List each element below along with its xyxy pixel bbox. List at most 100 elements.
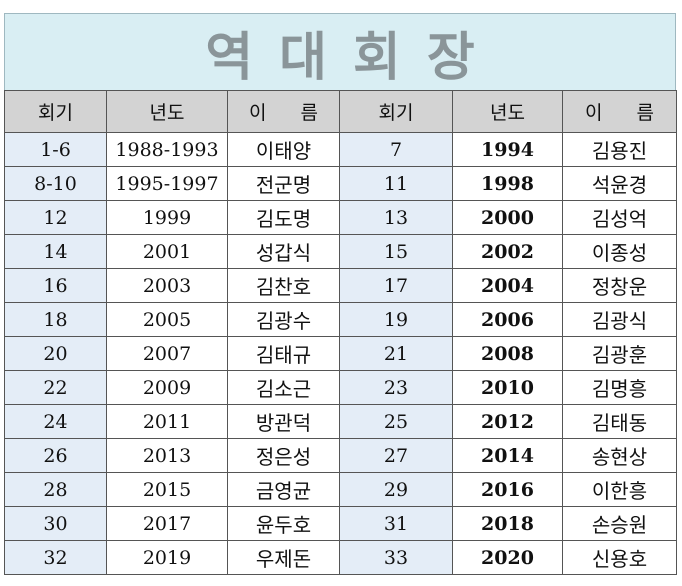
term-cell: 22: [4, 370, 107, 405]
presidents-sheet: 역대회장 회기 년도 이 름 회기 년도 이 름 1-6 1988-1993 이태양…: [4, 13, 677, 575]
name-cell: 김광식: [562, 302, 677, 337]
term-cell: 11: [339, 166, 453, 201]
header-year: 년도: [106, 90, 228, 133]
year-cell: 2009: [106, 370, 228, 405]
presidents-table: 회기 년도 이 름 회기 년도 이 름 1-6 1988-1993 이태양 7 1994…: [4, 90, 677, 575]
name-cell: 송현상: [562, 438, 677, 473]
year-cell: 2014: [452, 438, 563, 473]
header-name: 이 름: [562, 90, 677, 133]
name-cell: 김태동: [562, 404, 677, 439]
name-cell: 금영균: [227, 472, 340, 507]
table-row: 18 2005 김광수 19 2006 김광식: [4, 302, 677, 337]
term-cell: 26: [4, 438, 107, 473]
name-cell: 김성억: [562, 200, 677, 235]
name-cell: 김광수: [227, 302, 340, 337]
header-year: 년도: [452, 90, 563, 133]
term-cell: 28: [4, 472, 107, 507]
term-cell: 13: [339, 200, 453, 235]
name-cell: 이태양: [227, 132, 340, 167]
page-title: 역대회장: [205, 27, 501, 88]
name-cell: 우제돈: [227, 540, 340, 575]
year-cell: 2004: [452, 268, 563, 303]
year-cell: 2016: [452, 472, 563, 507]
name-cell: 김명흥: [562, 370, 677, 405]
table-row: 26 2013 정은성 27 2014 송현상: [4, 438, 677, 473]
year-cell: 2017: [106, 506, 228, 541]
name-cell: 이종성: [562, 234, 677, 269]
name-cell: 신용호: [562, 540, 677, 575]
term-cell: 23: [339, 370, 453, 405]
title-banner: 역대회장: [4, 13, 676, 90]
name-cell: 김광훈: [562, 336, 677, 371]
name-cell: 김용진: [562, 132, 677, 167]
table-row: 14 2001 성갑식 15 2002 이종성: [4, 234, 677, 269]
term-cell: 24: [4, 404, 107, 439]
header-row: 회기 년도 이 름 회기 년도 이 름: [4, 90, 677, 133]
name-cell: 김찬호: [227, 268, 340, 303]
term-cell: 7: [339, 132, 453, 167]
name-cell: 김도명: [227, 200, 340, 235]
year-cell: 2006: [452, 302, 563, 337]
term-cell: 31: [339, 506, 453, 541]
term-cell: 12: [4, 200, 107, 235]
table-row: 24 2011 방관덕 25 2012 김태동: [4, 404, 677, 439]
year-cell: 1999: [106, 200, 228, 235]
term-cell: 25: [339, 404, 453, 439]
name-cell: 이한흥: [562, 472, 677, 507]
header-term: 회기: [4, 90, 107, 133]
name-cell: 석윤경: [562, 166, 677, 201]
year-cell: 2001: [106, 234, 228, 269]
header-term: 회기: [339, 90, 453, 133]
table-row: 16 2003 김찬호 17 2004 정창운: [4, 268, 677, 303]
year-cell: 2008: [452, 336, 563, 371]
name-cell: 손승원: [562, 506, 677, 541]
term-cell: 18: [4, 302, 107, 337]
year-cell: 2002: [452, 234, 563, 269]
year-cell: 1998: [452, 166, 563, 201]
term-cell: 19: [339, 302, 453, 337]
table-row: 32 2019 우제돈 33 2020 신용호: [4, 540, 677, 575]
table-row: 22 2009 김소근 23 2010 김명흥: [4, 370, 677, 405]
year-cell: 2007: [106, 336, 228, 371]
term-cell: 30: [4, 506, 107, 541]
term-cell: 16: [4, 268, 107, 303]
term-cell: 8-10: [4, 166, 107, 201]
table-row: 12 1999 김도명 13 2000 김성억: [4, 200, 677, 235]
term-cell: 29: [339, 472, 453, 507]
year-cell: 2000: [452, 200, 563, 235]
term-cell: 15: [339, 234, 453, 269]
year-cell: 2019: [106, 540, 228, 575]
name-cell: 정창운: [562, 268, 677, 303]
term-cell: 21: [339, 336, 453, 371]
term-cell: 32: [4, 540, 107, 575]
term-cell: 1-6: [4, 132, 107, 167]
name-cell: 정은성: [227, 438, 340, 473]
year-cell: 1994: [452, 132, 563, 167]
name-cell: 김태규: [227, 336, 340, 371]
year-cell: 2010: [452, 370, 563, 405]
year-cell: 2003: [106, 268, 228, 303]
table-row: 30 2017 윤두호 31 2018 손승원: [4, 506, 677, 541]
year-cell: 2012: [452, 404, 563, 439]
header-name: 이 름: [227, 90, 340, 133]
table-row: 20 2007 김태규 21 2008 김광훈: [4, 336, 677, 371]
year-cell: 2020: [452, 540, 563, 575]
term-cell: 33: [339, 540, 453, 575]
term-cell: 14: [4, 234, 107, 269]
name-cell: 성갑식: [227, 234, 340, 269]
year-cell: 1988-1993: [106, 132, 228, 167]
table-row: 1-6 1988-1993 이태양 7 1994 김용진: [4, 132, 677, 167]
year-cell: 2011: [106, 404, 228, 439]
term-cell: 27: [339, 438, 453, 473]
name-cell: 윤두호: [227, 506, 340, 541]
year-cell: 2018: [452, 506, 563, 541]
year-cell: 2005: [106, 302, 228, 337]
name-cell: 전군명: [227, 166, 340, 201]
table-row: 8-10 1995-1997 전군명 11 1998 석윤경: [4, 166, 677, 201]
name-cell: 김소근: [227, 370, 340, 405]
year-cell: 2015: [106, 472, 228, 507]
year-cell: 2013: [106, 438, 228, 473]
term-cell: 17: [339, 268, 453, 303]
term-cell: 20: [4, 336, 107, 371]
name-cell: 방관덕: [227, 404, 340, 439]
